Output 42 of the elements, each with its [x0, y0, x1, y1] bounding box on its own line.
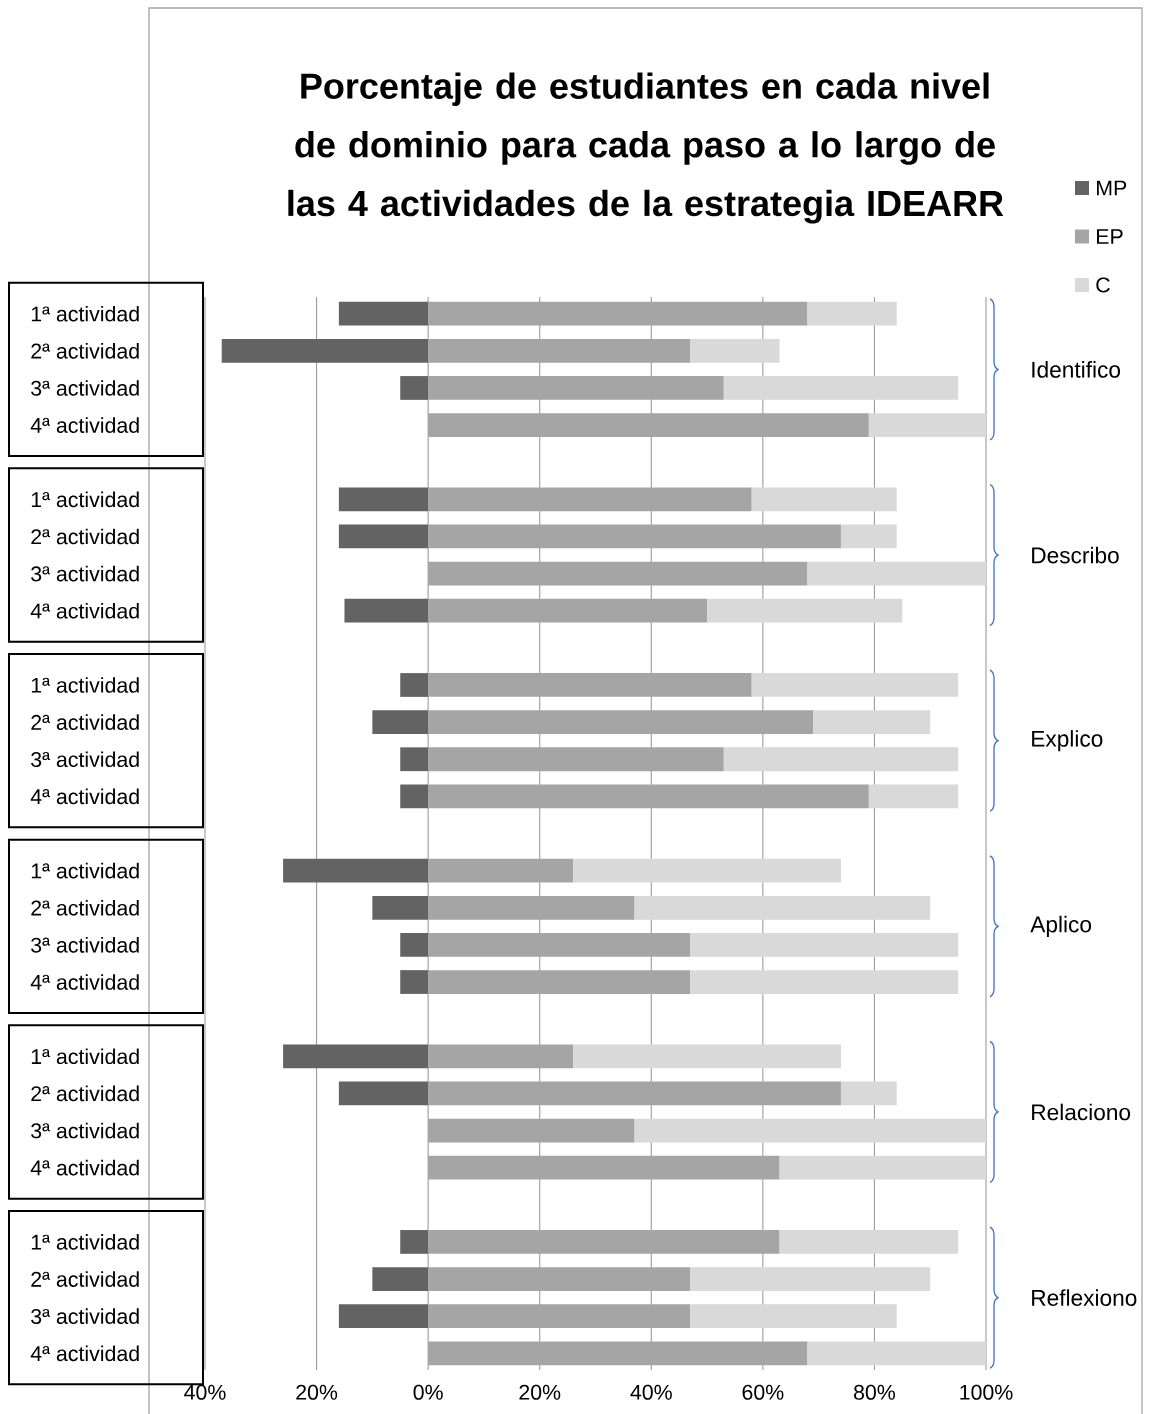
y-tick-label: 2ª actividad	[31, 899, 139, 916]
x-tick-label: 20%	[519, 1384, 561, 1400]
text: Relaciono	[1032, 1103, 1131, 1121]
y-tick-label: 2ª actividad	[31, 343, 139, 359]
y-tick-label: 3ª actividad	[31, 1122, 139, 1139]
text: Identifico	[1032, 361, 1121, 378]
legend-label: EP	[1097, 229, 1123, 244]
y-tick-label: 3ª actividad	[31, 1308, 139, 1325]
y-tick-label: 2ª actividad	[31, 714, 139, 730]
y-tick-label: 3ª actividad	[31, 937, 139, 953]
y-tick-label: 4ª actividad	[30, 788, 139, 805]
x-tick-label: 60%	[742, 1384, 784, 1400]
y-tick-label: 3ª actividad	[31, 380, 139, 396]
x-tick-label: 0%	[413, 1384, 443, 1400]
y-tick-label: 3ª actividad	[31, 565, 139, 582]
y-tick-label: 4ª actividad	[30, 417, 139, 433]
x-tick-label: 100%	[960, 1384, 1013, 1400]
x-tick-label: 40%	[184, 1384, 226, 1400]
y-tick-label: 1ª actividad	[31, 1234, 139, 1250]
y-tick-label: 2ª actividad	[31, 1271, 139, 1287]
y-tick-label: 4ª actividad	[30, 1159, 139, 1176]
text: Reflexiono	[1032, 1289, 1137, 1306]
x-tick-label: 40%	[630, 1384, 672, 1400]
legend-label: MP	[1097, 180, 1127, 196]
y-tick-label: 1ª actividad	[31, 677, 139, 693]
y-tick-label: 1ª actividad	[31, 305, 139, 322]
y-tick-label: 4ª actividad	[30, 602, 139, 619]
legend-label: C	[1096, 277, 1110, 293]
text: Explico	[1032, 730, 1103, 752]
x-tick-label: 20%	[296, 1384, 338, 1400]
y-tick-label: 1ª actividad	[31, 862, 139, 879]
y-tick-label: 2ª actividad	[31, 1085, 139, 1102]
y-tick-label: 1ª actividad	[31, 491, 139, 508]
x-tick-label: 80%	[854, 1384, 896, 1400]
text: Aplico	[1030, 915, 1092, 937]
text: Describo	[1032, 546, 1119, 564]
y-tick-label: 4ª actividad	[30, 1345, 139, 1362]
y-tick-label: 3ª actividad	[31, 751, 139, 768]
y-tick-label: 1ª actividad	[31, 1048, 139, 1065]
y-tick-label: 4ª actividad	[30, 974, 139, 990]
chart-title: Porcentaje de estudiantes en cada nivel de dominio para cada paso a lo largo de las 4 actividades de la estrategia IDEARR	[288, 72, 1004, 224]
y-tick-label: 2ª actividad	[31, 528, 139, 545]
